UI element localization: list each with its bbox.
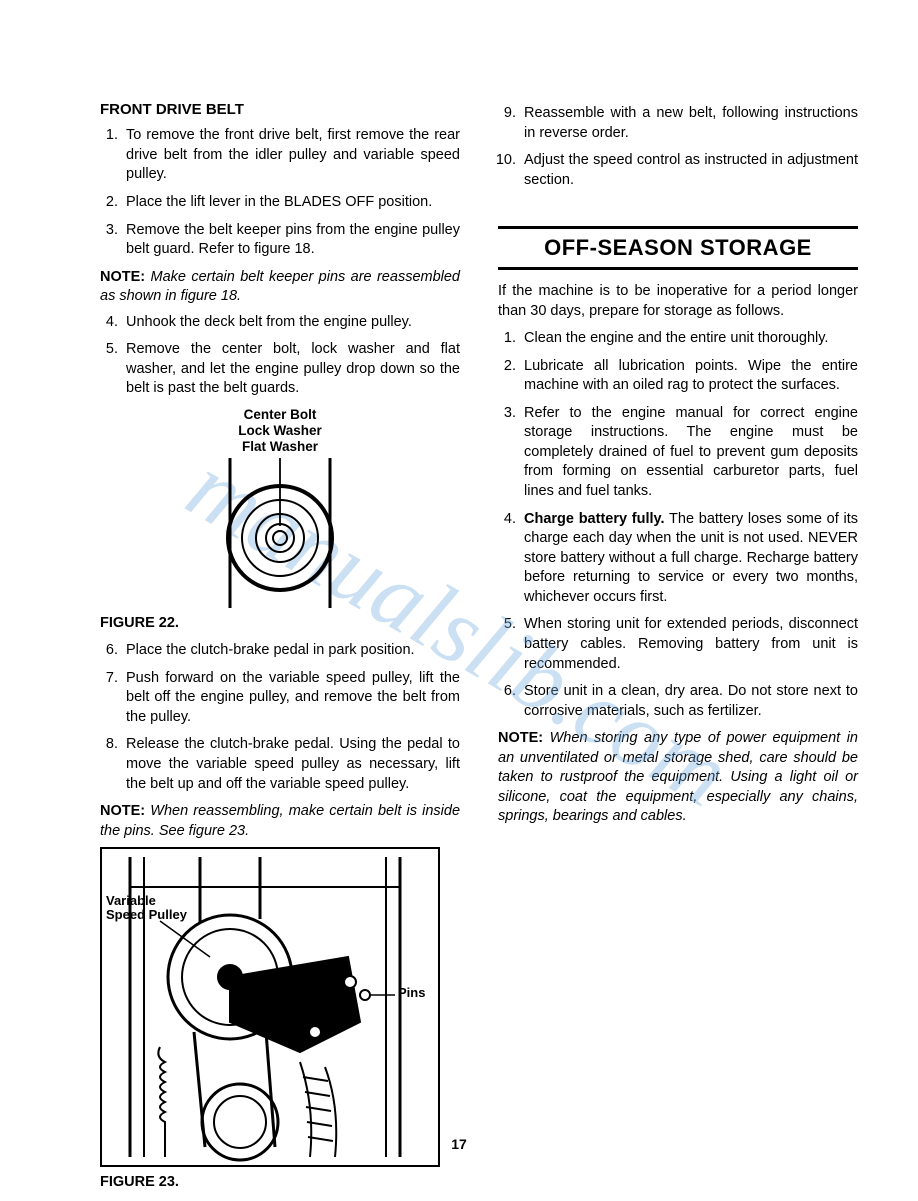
step-item: Unhook the deck belt from the engine pul…	[122, 313, 460, 333]
storage-intro: If the machine is to be inoperative for …	[498, 282, 858, 321]
step-item: Place the lift lever in the BLADES OFF p…	[122, 193, 460, 213]
step-item: Release the clutch-brake pedal. Using th…	[122, 735, 460, 794]
step-item: Store unit in a clean, dry area. Do not …	[520, 682, 858, 721]
svg-text:Variable Speed Pulle: Variable Speed Pulley	[106, 893, 188, 922]
step-item: Clean the engine and the entire unit tho…	[520, 329, 858, 349]
charge-battery-bold: Charge battery fully.	[524, 511, 665, 527]
step-item: Reassemble with a new belt, following in…	[520, 104, 858, 143]
step-item: Adjust the speed control as instructed i…	[520, 151, 858, 190]
steps-list-c: Place the clutch-brake pedal in park pos…	[100, 641, 460, 794]
note-body: Make certain belt keeper pins are reasse…	[100, 269, 460, 305]
left-column: FRONT DRIVE BELT To remove the front dri…	[100, 100, 460, 1201]
step-item: Place the clutch-brake pedal in park pos…	[122, 641, 460, 661]
figure-22-diagram	[175, 458, 385, 608]
label-speed-pulley: Speed Pulley	[106, 907, 188, 922]
label-lock-washer: Lock Washer	[238, 423, 322, 439]
figure-23-diagram: Variable Speed Pulley Pins	[100, 847, 440, 1167]
front-drive-belt-heading: FRONT DRIVE BELT	[100, 100, 460, 120]
off-season-heading-wrap: OFF-SEASON STORAGE	[498, 226, 858, 270]
figure-22-labels: Center Bolt Lock Washer Flat Washer	[238, 407, 322, 456]
note-2: NOTE: When reassembling, make certain be…	[100, 802, 460, 841]
note-label: NOTE:	[498, 730, 543, 746]
off-season-heading: OFF-SEASON STORAGE	[498, 233, 858, 263]
right-column: Reassemble with a new belt, following in…	[498, 100, 858, 1201]
label-pins: Pins	[398, 985, 425, 1000]
note-3: NOTE: When storing any type of power equ…	[498, 729, 858, 827]
page-columns: FRONT DRIVE BELT To remove the front dri…	[100, 100, 858, 1201]
figure-23: Variable Speed Pulley Pins	[100, 847, 460, 1167]
steps-list-b: Unhook the deck belt from the engine pul…	[100, 313, 460, 399]
step-item: To remove the front drive belt, first re…	[122, 126, 460, 185]
step-item: Lubricate all lubrication points. Wipe t…	[520, 357, 858, 396]
storage-steps-list: Clean the engine and the entire unit tho…	[498, 329, 858, 721]
step-item: When storing unit for extended periods, …	[520, 615, 858, 674]
note-body: When reassembling, make certain belt is …	[100, 803, 460, 839]
steps-list-d: Reassemble with a new belt, following in…	[498, 104, 858, 190]
figure-22-caption: FIGURE 22.	[100, 614, 460, 634]
step-item: Remove the center bolt, lock washer and …	[122, 340, 460, 399]
note-label: NOTE:	[100, 269, 145, 285]
step-item: Push forward on the variable speed pulle…	[122, 669, 460, 728]
figure-23-caption: FIGURE 23.	[100, 1173, 460, 1193]
note-label: NOTE:	[100, 803, 145, 819]
label-variable: Variable	[106, 893, 156, 908]
figure-22: Center Bolt Lock Washer Flat Washer	[100, 407, 460, 608]
steps-list-a: To remove the front drive belt, first re…	[100, 126, 460, 259]
note-1: NOTE: Make certain belt keeper pins are …	[100, 268, 460, 307]
step-item: Remove the belt keeper pins from the eng…	[122, 221, 460, 260]
step-item: Refer to the engine manual for correct e…	[520, 404, 858, 502]
note-body: When storing any type of power equipment…	[498, 730, 858, 824]
label-center-bolt: Center Bolt	[238, 407, 322, 423]
step-item: Charge battery fully. The battery loses …	[520, 510, 858, 608]
label-flat-washer: Flat Washer	[238, 439, 322, 455]
page-number: 17	[0, 1135, 918, 1154]
